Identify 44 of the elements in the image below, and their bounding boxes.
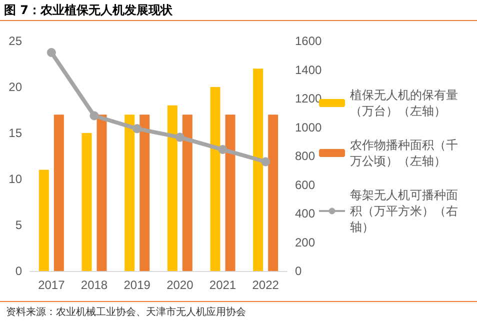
point [175, 132, 184, 142]
x-tick-label: 2020 [166, 278, 194, 292]
x-tick-label: 2019 [124, 278, 151, 292]
x-tick-label: 2018 [80, 278, 108, 292]
bar [182, 114, 192, 271]
y-tick-label: 20 [8, 80, 22, 94]
legend-label: 农作物播种面积（千万公顷）（左轴） [350, 138, 458, 168]
y-tick-label: 25 [8, 34, 22, 48]
bar [38, 170, 49, 271]
y2-tick-label: 1400 [295, 62, 322, 77]
bar [167, 105, 178, 271]
text: 资料来源：农业机械工业协会、天津市无人机应用协会 [0, 301, 477, 322]
y2-tick-label: 1600 [295, 34, 322, 48]
point [261, 157, 270, 166]
bar [268, 114, 278, 271]
bar [225, 114, 236, 271]
point [218, 145, 228, 154]
bar [140, 114, 150, 271]
point [90, 111, 99, 120]
y-tick-label: 10 [8, 172, 22, 186]
x-tick-label: 2021 [209, 278, 236, 292]
y-tick-label: 15 [8, 126, 22, 140]
x-tick-label: 2017 [38, 278, 66, 292]
y2-tick-label: 0 [295, 264, 302, 278]
bar [253, 68, 264, 271]
point [46, 48, 56, 57]
y2-tick-label: 1200 [295, 92, 322, 106]
bar [96, 114, 107, 271]
x-tick-label: 2022 [252, 278, 280, 292]
y-tick-label: 5 [15, 218, 22, 232]
chart-title: 图 7：农业植保无人机发展现状 [0, 0, 477, 21]
point [132, 124, 142, 134]
legend-label: 植保无人机的保有量（万台）（左轴） [350, 88, 458, 118]
bar [124, 114, 135, 271]
y-tick-label: 0 [15, 264, 22, 278]
y2-tick-label: 800 [295, 149, 316, 163]
bar [82, 133, 92, 271]
bar [54, 114, 64, 271]
y2-tick-label: 600 [295, 178, 316, 192]
legend-label: 每架无人机可播种面积（万平方米）（右轴） [350, 188, 458, 234]
y2-tick-label: 200 [295, 235, 316, 250]
y2-tick-label: 400 [295, 206, 316, 220]
y2-tick-label: 1000 [295, 120, 322, 134]
bar [210, 87, 220, 271]
